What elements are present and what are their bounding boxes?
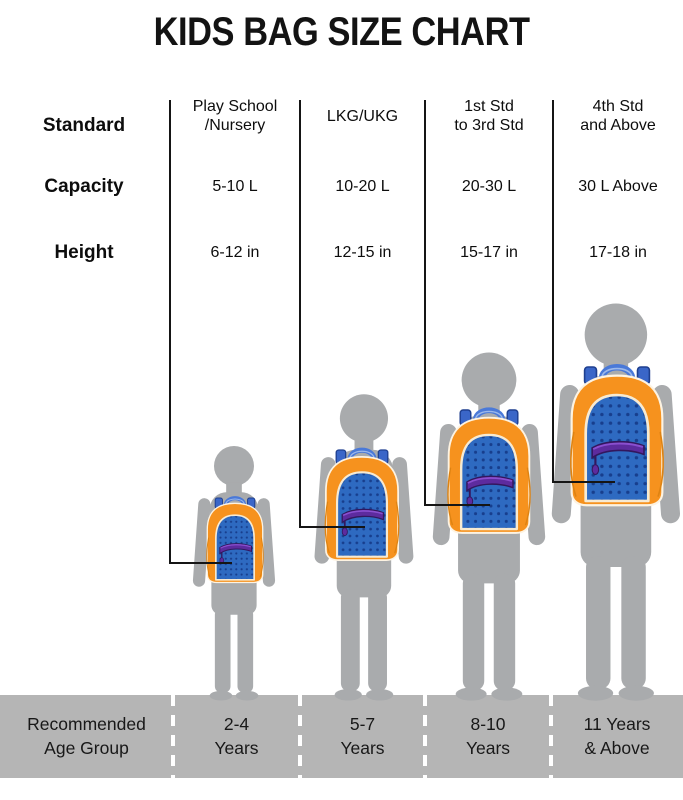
standard-value-4: 4th Std and Above	[580, 98, 656, 134]
backpack-4	[571, 367, 663, 505]
age-bar-divider-4	[549, 695, 553, 778]
pointer-line-3	[424, 100, 490, 506]
age-bar-divider-2	[298, 695, 302, 778]
kid-silhouette-2	[314, 394, 414, 701]
age-group-3: 8-10 Years	[465, 714, 511, 758]
backpack-3	[448, 410, 530, 533]
standard-value-1: Play School /Nursery	[192, 98, 278, 134]
age-bar-label: Recommended Age Group	[27, 714, 146, 758]
row-label-capacity: Capacity	[44, 176, 124, 197]
page-title: KIDS BAG SIZE CHART	[0, 10, 683, 55]
age-bar	[0, 695, 683, 778]
pointer-line-2	[299, 100, 365, 528]
backpack-1	[204, 496, 266, 585]
row-label-standard: Standard	[42, 115, 126, 136]
kid-silhouette-1	[192, 445, 276, 701]
capacity-value-3: 20-30 L	[461, 177, 517, 195]
pointer-line-4	[552, 100, 615, 483]
capacity-value-2: 10-20 L	[335, 177, 390, 195]
age-bar-divider-3	[423, 695, 427, 778]
standard-value-2: LKG/UKG	[326, 107, 399, 125]
kid-silhouette-4	[551, 303, 681, 701]
backpack-2	[325, 450, 399, 560]
height-value-1: 6-12 in	[210, 243, 260, 261]
row-label-height: Height	[54, 242, 114, 263]
capacity-value-4: 30 L Above	[578, 177, 658, 195]
age-group-4: 11 Years & Above	[583, 714, 651, 758]
kid-silhouette-3	[432, 352, 546, 701]
page-title-text: KIDS BAG SIZE CHART	[153, 10, 530, 54]
age-bar-divider-1	[171, 695, 175, 778]
height-value-4: 17-18 in	[589, 243, 647, 261]
pointer-line-1	[169, 100, 232, 564]
age-group-1: 2-4 Years	[214, 714, 259, 758]
height-value-2: 12-15 in	[333, 243, 392, 261]
height-value-3: 15-17 in	[460, 243, 518, 261]
standard-value-3: 1st Std to 3rd Std	[454, 98, 524, 134]
age-group-2: 5-7 Years	[340, 714, 385, 758]
capacity-value-1: 5-10 L	[212, 177, 258, 195]
